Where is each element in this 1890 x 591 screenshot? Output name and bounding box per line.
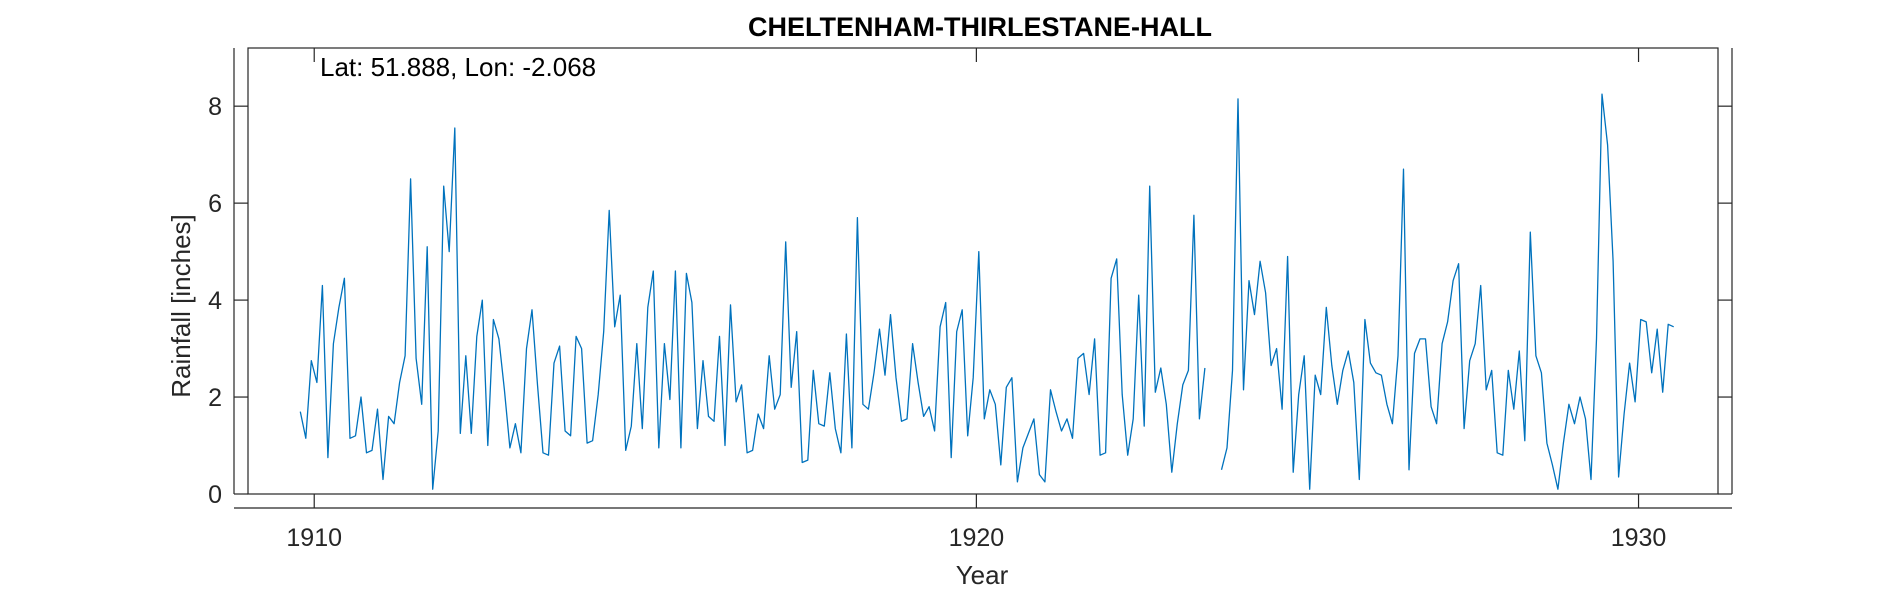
rainfall-series-line (299, 93, 1674, 490)
y-axis-label: Rainfall [inches] (166, 214, 196, 398)
y-tick-label: 0 (208, 481, 222, 509)
y-tick-label: 2 (208, 384, 222, 412)
x-axis: 1910 1920 1930 (234, 48, 1732, 552)
chart-title: CHELTENHAM-THIRLESTANE-HALL (748, 12, 1212, 42)
station-coordinates-annotation: Lat: 51.888, Lon: -2.068 (320, 52, 596, 82)
plot-area-box (247, 47, 1719, 495)
y-axis: 0 2 4 6 8 (208, 48, 1733, 509)
x-tick-label: 1930 (1611, 524, 1667, 552)
y-tick-label: 4 (208, 287, 222, 315)
x-tick-label: 1920 (949, 524, 1005, 552)
y-tick-label: 8 (208, 93, 222, 121)
series-layer (299, 93, 1674, 490)
x-tick-label: 1910 (286, 524, 342, 552)
x-axis-label: Year (956, 560, 1009, 590)
y-tick-label: 6 (208, 190, 222, 218)
